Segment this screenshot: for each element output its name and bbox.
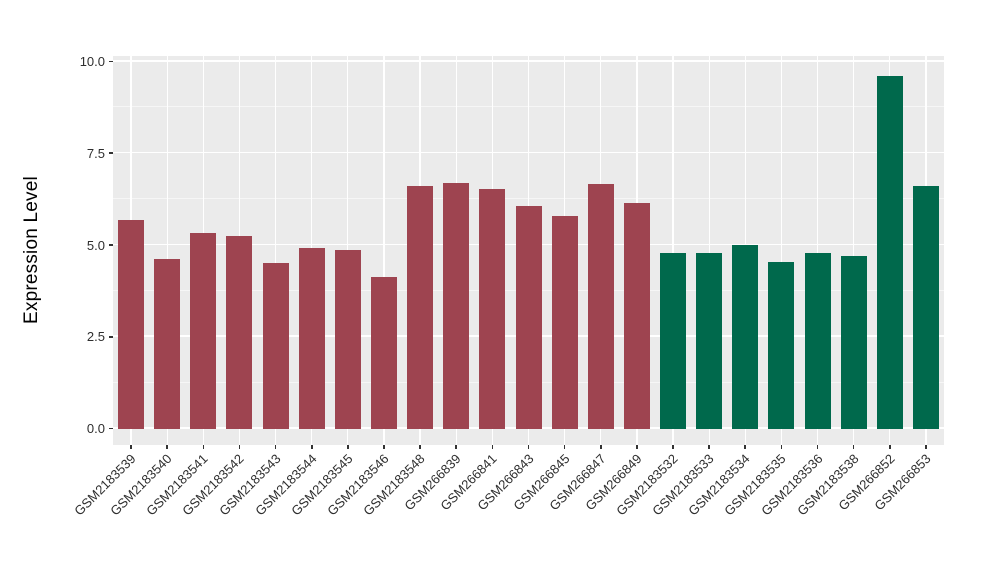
x-tick-mark — [274, 445, 277, 449]
y-tick-mark — [108, 244, 113, 246]
x-tick-mark — [708, 445, 710, 449]
gridline-major-vertical — [383, 56, 385, 445]
bar-GSM2183545 — [334, 250, 361, 429]
gridline-major-vertical — [166, 56, 168, 445]
bar-GSM266839 — [443, 182, 470, 429]
x-tick-mark — [816, 445, 819, 449]
plot-panel — [113, 56, 944, 445]
bar-GSM266841 — [479, 189, 506, 429]
bar-GSM2183532 — [660, 253, 687, 429]
x-tick-mark — [202, 445, 205, 449]
y-tick-label: 2.5 — [86, 329, 105, 345]
bar-GSM266852 — [876, 76, 903, 429]
x-tick-mark — [310, 445, 313, 449]
x-tick-mark — [347, 445, 349, 449]
y-tick-label: 5.0 — [86, 237, 105, 253]
y-tick-label: 10.0 — [79, 54, 105, 69]
y-tick-mark — [108, 335, 113, 338]
y-tick-label: 0.0 — [86, 421, 105, 436]
x-tick-mark — [491, 445, 494, 449]
x-tick-mark — [852, 445, 855, 449]
bar-GSM266853 — [912, 185, 939, 429]
gridline-major-vertical — [780, 56, 783, 445]
x-tick-mark — [238, 445, 241, 449]
bar-GSM266845 — [551, 215, 578, 429]
x-tick-mark — [889, 445, 891, 449]
x-tick-mark — [130, 445, 132, 449]
bar-GSM2183536 — [804, 253, 831, 429]
bar-GSM2183538 — [840, 256, 867, 429]
gridline-major-vertical — [816, 56, 819, 445]
x-tick-mark — [455, 445, 458, 449]
bar-GSM2183541 — [190, 232, 217, 429]
bar-GSM2183548 — [407, 186, 434, 429]
bar-GSM266847 — [587, 184, 614, 429]
x-tick-mark — [780, 445, 783, 449]
x-tick-mark — [744, 445, 747, 449]
bar-GSM2183546 — [370, 277, 397, 429]
bar-GSM2183542 — [226, 235, 253, 429]
x-tick-mark — [527, 445, 530, 449]
x-tick-mark — [166, 445, 168, 449]
x-tick-mark — [563, 445, 566, 449]
y-tick-mark — [108, 152, 113, 155]
bar-GSM2183540 — [154, 258, 181, 429]
x-tick-mark — [419, 445, 421, 449]
bar-GSM266843 — [515, 205, 542, 429]
y-tick-mark — [108, 427, 113, 430]
x-tick-mark — [599, 445, 602, 449]
gridline-major-vertical — [708, 56, 710, 445]
y-tick-mark — [108, 60, 113, 63]
gridline-major-vertical — [274, 56, 277, 445]
y-tick-label: 7.5 — [86, 145, 105, 161]
bar-GSM2183534 — [732, 245, 759, 429]
x-tick-mark — [925, 445, 927, 449]
x-tick-mark — [672, 445, 674, 449]
bar-GSM2183535 — [768, 261, 795, 429]
bar-GSM2183539 — [118, 220, 145, 429]
bar-GSM2183544 — [298, 247, 325, 429]
x-tick-mark — [383, 445, 385, 449]
bar-GSM2183543 — [262, 263, 289, 429]
bar-GSM2183533 — [696, 253, 723, 429]
bar-GSM266849 — [623, 202, 650, 429]
gridline-major-vertical — [672, 56, 674, 445]
x-tick-mark — [636, 445, 638, 449]
gridline-major-vertical — [853, 56, 855, 445]
